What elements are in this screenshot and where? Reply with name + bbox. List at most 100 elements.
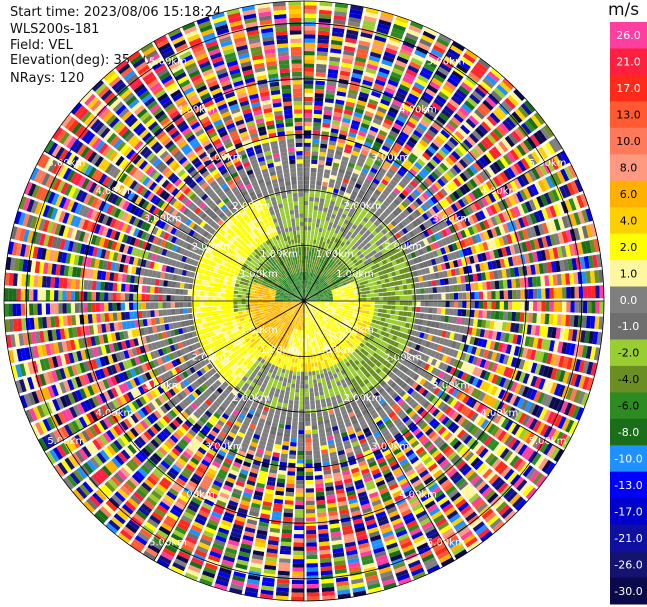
velocity-gate: [424, 500, 436, 510]
velocity-gate: [352, 337, 358, 343]
velocity-gate: [457, 309, 463, 317]
velocity-gate: [45, 289, 51, 301]
velocity-gate: [408, 437, 417, 445]
velocity-gate: [304, 359, 308, 364]
velocity-gate: [308, 371, 312, 376]
velocity-gate: [500, 432, 511, 444]
velocity-gate: [293, 546, 304, 551]
velocity-gate: [292, 575, 304, 581]
velocity-gate: [24, 289, 30, 301]
velocity-gate: [351, 356, 357, 363]
velocity-gate: [451, 340, 457, 349]
velocity-gate: [575, 407, 585, 421]
velocity-gate: [360, 313, 366, 317]
velocity-gate: [457, 501, 470, 512]
velocity-gate: [354, 375, 361, 381]
velocity-gate: [490, 425, 500, 437]
velocity-gate: [460, 317, 466, 325]
velocity-gate: [432, 489, 444, 499]
velocity-gate: [478, 483, 490, 495]
velocity-gate: [390, 381, 397, 389]
velocity-gate: [386, 338, 392, 344]
velocity-gate: [298, 425, 304, 431]
velocity-gate: [291, 379, 296, 384]
velocity-gate: [599, 301, 604, 314]
velocity-gate: [491, 301, 496, 310]
velocity-gate: [318, 308, 323, 312]
velocity-gate: [366, 365, 372, 372]
velocity-gate: [386, 456, 396, 464]
velocity-gate: [553, 301, 559, 312]
velocity-gate: [281, 537, 292, 543]
velocity-gate: [455, 342, 461, 350]
velocity-gate: [145, 285, 151, 293]
velocity-gate: [37, 303, 42, 315]
velocity-gate: [405, 395, 413, 404]
velocity-gate: [320, 329, 325, 334]
velocity-gate: [289, 395, 294, 401]
velocity-gate: [279, 298, 284, 300]
velocity-gate: [323, 341, 327, 347]
velocity-gate: [230, 312, 235, 317]
velocity-gate: [209, 282, 215, 287]
velocity-gate: [420, 369, 427, 377]
velocity-gate: [497, 342, 504, 352]
velocity-gate: [378, 423, 386, 431]
velocity-gate: [204, 311, 210, 317]
velocity-gate: [251, 311, 256, 315]
velocity-gate: [368, 314, 374, 319]
velocity-gate: [74, 303, 80, 313]
velocity-gate: [325, 325, 330, 330]
velocity-gate: [320, 445, 328, 450]
velocity-gate: [298, 434, 304, 439]
velocity-gate: [546, 353, 553, 365]
velocity-gate: [316, 374, 321, 380]
velocity-gate: [337, 336, 343, 341]
velocity-gate: [354, 317, 360, 322]
velocity-gate: [466, 301, 471, 309]
velocity-gate: [351, 362, 357, 368]
velocity-gate: [327, 344, 332, 349]
velocity-gate: [462, 394, 470, 404]
velocity-gate: [284, 504, 294, 509]
velocity-gate: [306, 546, 318, 551]
velocity-gate: [320, 324, 324, 329]
velocity-gate: [367, 375, 374, 382]
velocity-gate: [322, 381, 327, 387]
velocity-gate: [353, 320, 359, 325]
velocity-gate: [450, 424, 460, 434]
velocity-gate: [281, 529, 292, 534]
velocity-gate: [305, 492, 315, 497]
velocity-gate: [393, 330, 400, 336]
velocity-gate: [310, 305, 315, 309]
velocity-gate: [374, 301, 379, 305]
velocity-gate: [397, 331, 404, 338]
velocity-gate: [441, 354, 448, 363]
velocity-gate: [137, 302, 142, 310]
velocity-gate: [565, 387, 574, 400]
velocity-gate: [346, 315, 352, 319]
velocity-gate: [311, 421, 318, 426]
velocity-gate: [288, 399, 294, 405]
velocity-gate: [221, 310, 226, 314]
velocity-gate: [409, 475, 420, 484]
velocity-gate: [216, 306, 222, 311]
velocity-gate: [208, 301, 213, 306]
velocity-gate: [298, 417, 304, 422]
velocity-gate: [282, 441, 290, 446]
velocity-gate: [313, 308, 317, 312]
velocity-gate: [316, 499, 326, 505]
velocity-gate: [249, 304, 255, 307]
velocity-gate: [503, 301, 509, 310]
velocity-gate: [259, 289, 264, 293]
velocity-gate: [474, 389, 483, 400]
velocity-gate: [318, 320, 323, 325]
velocity-gate: [311, 425, 318, 430]
velocity-gate: [305, 413, 311, 418]
velocity-gate: [315, 305, 320, 308]
velocity-gate: [358, 337, 364, 343]
velocity-gate: [385, 386, 393, 394]
velocity-gate: [539, 440, 550, 454]
velocity-gate: [453, 400, 462, 410]
velocity-gate: [442, 445, 452, 455]
